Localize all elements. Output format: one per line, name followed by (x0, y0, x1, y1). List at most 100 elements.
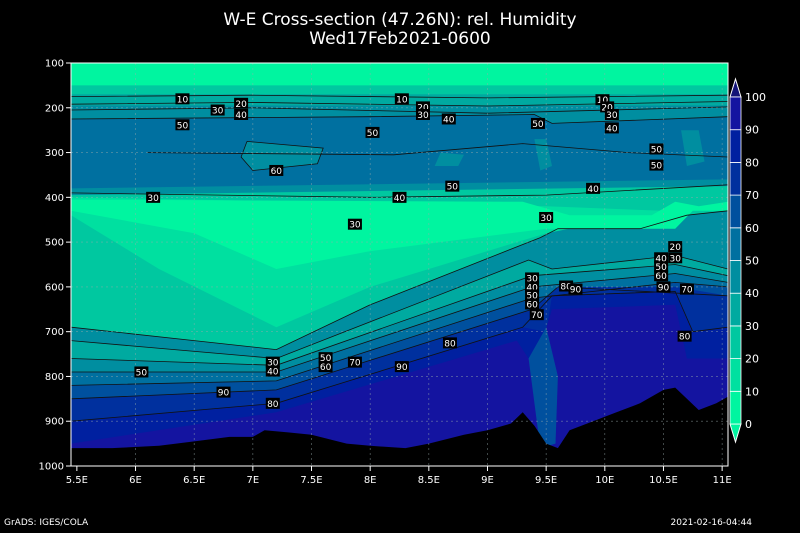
contour-label-27: 50 (654, 261, 669, 273)
x-tick-label-10: 10.5E (649, 475, 678, 486)
x-tick-label-9: 10E (595, 475, 614, 486)
fill-layer-14 (528, 327, 558, 449)
contour-label-30: 40 (525, 281, 540, 293)
svg-text:50: 50 (655, 263, 667, 273)
colorbar-bin-2 (729, 325, 742, 359)
contour-label-12: 20 (600, 101, 615, 113)
colorbar-bottom-arrow (729, 423, 742, 444)
contour-label-14: 40 (604, 122, 619, 134)
svg-text:30: 30 (147, 194, 159, 204)
contour-label-17: 60 (269, 164, 284, 177)
svg-text:40: 40 (526, 283, 538, 293)
x-tick-label-2: 6.5E (183, 475, 205, 486)
contour-label-39: 80 (442, 337, 457, 349)
svg-text:30: 30 (540, 214, 552, 224)
x-tick-label-11: 11E (713, 475, 732, 486)
svg-text:20: 20 (417, 103, 429, 113)
x-axis: 5.5E 6E 6.5E 7E 7.5E 8E 8.5E 9E 9.5E 10E 10.5E 11E (66, 466, 732, 486)
y-tick-label-9: 1000 (39, 462, 64, 473)
svg-text:50: 50 (136, 368, 148, 378)
svg-text:30: 30 (526, 274, 538, 284)
plot-frame (70, 62, 729, 467)
fill-layer-15 (241, 141, 324, 171)
svg-text:20: 20 (601, 103, 613, 113)
svg-text:30: 30 (606, 111, 618, 121)
svg-text:40: 40 (443, 115, 455, 125)
y-tick-label-8: 900 (45, 417, 64, 428)
x-tick-label-7: 9E (481, 475, 494, 486)
svg-text:60: 60 (655, 272, 667, 282)
svg-text:40: 40 (267, 368, 279, 378)
contour-label-4: 50 (175, 119, 190, 131)
contour-line-5 (71, 210, 728, 351)
contour-label-33: 70 (529, 309, 544, 321)
contour-label-9: 50 (365, 126, 380, 139)
svg-text:60: 60 (320, 363, 332, 373)
svg-text:30: 30 (417, 111, 429, 121)
contour-label-28: 60 (654, 270, 669, 282)
contour-label-38: 80 (677, 330, 692, 343)
colorbar-label-5: 50 (745, 255, 759, 268)
colorbar-label-0: 0 (745, 418, 752, 431)
svg-text:80: 80 (444, 339, 456, 349)
contour-label-34: 80 (559, 280, 574, 292)
contour-label-18: 50 (445, 180, 460, 193)
x-tick-label-3: 7E (247, 475, 260, 486)
fill-layer-3 (71, 114, 728, 189)
contour-label-31: 50 (525, 289, 540, 301)
x-tick-label-1: 6E (129, 475, 142, 486)
svg-text:90: 90 (396, 363, 408, 373)
contour-label-36: 90 (656, 281, 671, 293)
contour-label-29: 30 (525, 272, 540, 284)
fill-layer-17 (534, 139, 552, 171)
colorbar-label-6: 60 (745, 222, 759, 235)
fill-layer-6 (71, 199, 728, 269)
contour-label-15: 50 (649, 143, 664, 155)
contour-label-6: 20 (415, 101, 430, 113)
chart-subtitle: Wed17Feb2021-0600 (309, 29, 491, 49)
colorbar-bin-6 (729, 194, 742, 229)
y-tick-label-4: 500 (45, 238, 64, 249)
svg-text:20: 20 (669, 243, 681, 253)
contour-label-47: 90 (216, 386, 231, 399)
contour-label-20: 30 (146, 191, 161, 204)
contour-line-12 (240, 141, 324, 171)
y-tick-label-2: 300 (45, 148, 64, 159)
svg-text:40: 40 (606, 124, 618, 134)
colorbar-label-7: 70 (745, 189, 759, 202)
svg-text:70: 70 (349, 359, 361, 369)
contour-label-13: 30 (604, 108, 619, 121)
y-tick-label-1: 200 (45, 103, 64, 114)
contour-label-0: 10 (175, 93, 190, 105)
y-tick-label-5: 600 (45, 282, 64, 293)
x-tick-label-5: 8E (364, 475, 377, 486)
colorbar-label-2: 20 (745, 353, 759, 366)
svg-text:30: 30 (669, 254, 681, 264)
contour-label-5: 10 (394, 93, 409, 105)
chart-title: W-E Cross-section (47.26N): rel. Humidit… (223, 10, 577, 30)
svg-text:90: 90 (570, 286, 582, 296)
fill-layer-13 (71, 304, 728, 466)
svg-text:90: 90 (218, 389, 230, 399)
colorbar-bin-1 (729, 358, 742, 392)
svg-text:70: 70 (531, 311, 543, 321)
contour-label-45: 90 (394, 361, 409, 373)
colorbar-label-9: 90 (745, 124, 759, 137)
x-tick-label-8: 9.5E (535, 475, 557, 486)
contour-label-40: 30 (265, 356, 280, 369)
svg-text:10: 10 (396, 95, 408, 105)
svg-text:20: 20 (235, 100, 247, 110)
colorbar-bin-9 (729, 96, 742, 131)
contour-label-19: 40 (586, 182, 601, 195)
svg-text:50: 50 (447, 183, 459, 193)
contour-label-41: 40 (265, 365, 280, 378)
colorbar-label-4: 40 (745, 287, 759, 300)
x-tick-label-6: 8.5E (418, 475, 440, 486)
svg-text:50: 50 (651, 145, 663, 155)
contour-label-7: 30 (415, 108, 430, 121)
y-axis: 100 200 300 400 500 600 700 800 900 1000 (39, 59, 71, 473)
svg-text:80: 80 (267, 400, 279, 410)
colorbar-bin-0 (729, 390, 742, 425)
colorbar-label-1: 10 (745, 385, 759, 398)
